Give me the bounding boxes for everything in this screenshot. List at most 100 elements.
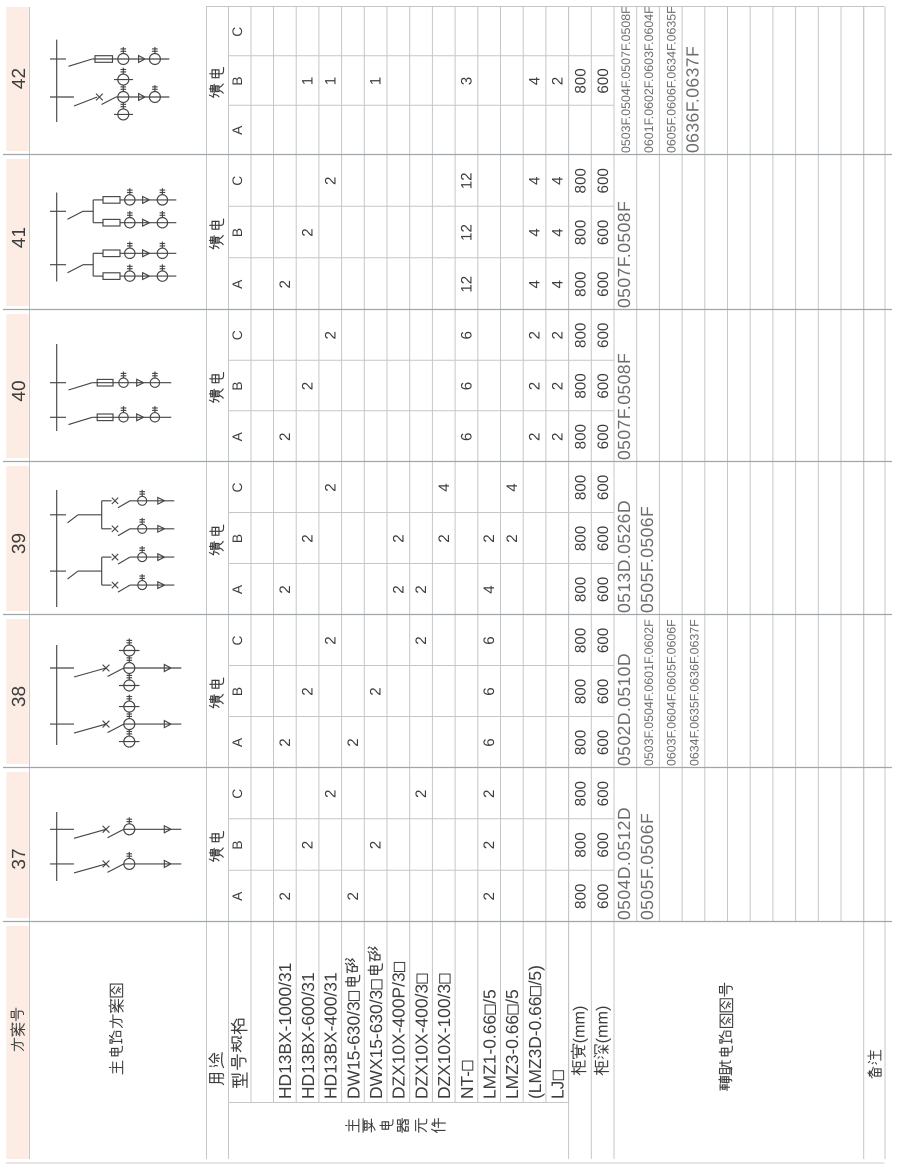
svg-text:800: 800 — [572, 475, 589, 500]
svg-text:2: 2 — [300, 687, 317, 695]
svg-text:2: 2 — [390, 534, 407, 542]
svg-text:40: 40 — [9, 380, 30, 401]
svg-text:C: C — [230, 789, 245, 799]
svg-text:2: 2 — [345, 738, 362, 746]
svg-text:A: A — [230, 279, 245, 289]
svg-text:600: 600 — [595, 730, 612, 755]
svg-text:4: 4 — [527, 77, 544, 85]
svg-text:0605F.0606F.0634F.0635F: 0605F.0606F.0634F.0635F — [665, 6, 679, 153]
svg-text:0505F.0506F: 0505F.0506F — [637, 506, 657, 613]
svg-text:600: 600 — [595, 272, 612, 297]
svg-text:4: 4 — [527, 228, 544, 236]
svg-text:(LMZ3D-0.66: (LMZ3D-0.66 — [525, 997, 545, 1099]
svg-text:800: 800 — [572, 730, 589, 755]
svg-text:2: 2 — [300, 228, 317, 236]
svg-text:600: 600 — [595, 220, 612, 245]
svg-text:0505F.0506F: 0505F.0506F — [637, 813, 657, 920]
svg-text:600: 600 — [595, 577, 612, 602]
svg-text:2: 2 — [481, 534, 498, 542]
svg-text:C: C — [230, 635, 245, 645]
svg-text:B: B — [230, 381, 245, 390]
svg-text:4: 4 — [436, 483, 453, 491]
svg-text:6: 6 — [459, 331, 476, 339]
svg-text:600: 600 — [595, 526, 612, 551]
svg-text:2: 2 — [527, 331, 544, 339]
svg-text:2: 2 — [527, 382, 544, 390]
svg-text:0507F.0508F: 0507F.0508F — [614, 353, 634, 460]
svg-text:600: 600 — [595, 475, 612, 500]
svg-text:4: 4 — [527, 177, 544, 185]
svg-text:12: 12 — [459, 224, 476, 241]
svg-text:0507F.0508F: 0507F.0508F — [614, 201, 634, 308]
svg-text:2: 2 — [549, 77, 566, 85]
svg-text:0503F.0504F.0507F.0508F: 0503F.0504F.0507F.0508F — [619, 6, 633, 153]
svg-text:2: 2 — [368, 841, 385, 849]
svg-text:4: 4 — [504, 483, 521, 491]
svg-text:DZX10X-400/3: DZX10X-400/3 — [411, 984, 431, 1099]
svg-text:0601F.0602F.0603F.0604F: 0601F.0602F.0603F.0604F — [642, 6, 656, 153]
svg-text:2: 2 — [549, 382, 566, 390]
svg-text:LMZ1-0.66: LMZ1-0.66 — [480, 1015, 500, 1099]
svg-text:600: 600 — [595, 323, 612, 348]
svg-text:600: 600 — [595, 781, 612, 806]
svg-text:2: 2 — [413, 789, 430, 797]
svg-text:800: 800 — [572, 577, 589, 602]
svg-text:800: 800 — [572, 220, 589, 245]
svg-text:2: 2 — [481, 841, 498, 849]
svg-text:2: 2 — [322, 177, 339, 185]
svg-text:42: 42 — [9, 68, 30, 89]
svg-text:600: 600 — [595, 884, 612, 909]
svg-text:2: 2 — [390, 585, 407, 593]
svg-text:2: 2 — [345, 892, 362, 900]
svg-text:2: 2 — [527, 432, 544, 440]
svg-text:3: 3 — [459, 77, 476, 85]
svg-text:2: 2 — [413, 585, 430, 593]
svg-text:/5: /5 — [480, 989, 500, 1004]
svg-text:HD13BX-600/31: HD13BX-600/31 — [298, 972, 318, 1099]
svg-text:B: B — [230, 687, 245, 696]
svg-text:1: 1 — [322, 77, 339, 85]
svg-text:C: C — [230, 330, 245, 340]
svg-text:2: 2 — [322, 483, 339, 491]
svg-text:800: 800 — [572, 884, 589, 909]
svg-text:2: 2 — [322, 331, 339, 339]
svg-text:6: 6 — [459, 432, 476, 440]
svg-text:0634F.0635F.0636F.0637F: 0634F.0635F.0636F.0637F — [687, 619, 701, 766]
svg-text:A: A — [230, 584, 245, 594]
svg-text:B: B — [230, 534, 245, 543]
svg-text:/5): /5) — [525, 965, 545, 985]
svg-text:4: 4 — [549, 177, 566, 185]
svg-text:600: 600 — [595, 679, 612, 704]
svg-text:600: 600 — [595, 424, 612, 449]
svg-text:2: 2 — [504, 534, 521, 542]
svg-text:(mm): (mm) — [593, 1006, 611, 1044]
svg-text:800: 800 — [572, 68, 589, 93]
svg-text:800: 800 — [572, 323, 589, 348]
svg-text:B: B — [230, 840, 245, 849]
svg-text:37: 37 — [9, 848, 30, 869]
svg-text:(mm): (mm) — [571, 1006, 589, 1044]
svg-text:600: 600 — [595, 832, 612, 857]
svg-text:600: 600 — [595, 628, 612, 653]
svg-text:600: 600 — [595, 373, 612, 398]
svg-text:2: 2 — [300, 534, 317, 542]
svg-text:2: 2 — [436, 534, 453, 542]
svg-text:A: A — [230, 431, 245, 441]
svg-text:800: 800 — [572, 526, 589, 551]
svg-text:800: 800 — [572, 679, 589, 704]
svg-text:C: C — [230, 176, 245, 186]
svg-text:2: 2 — [481, 789, 498, 797]
svg-text:B: B — [230, 228, 245, 237]
svg-text:0513D.0526D: 0513D.0526D — [614, 500, 634, 613]
svg-text:/5: /5 — [502, 989, 522, 1004]
svg-text:2: 2 — [322, 636, 339, 644]
svg-text:LJ: LJ — [548, 1081, 568, 1099]
svg-text:2: 2 — [549, 331, 566, 339]
svg-text:C: C — [230, 27, 245, 37]
svg-text:12: 12 — [459, 276, 476, 293]
svg-text:4: 4 — [527, 280, 544, 288]
svg-text:B: B — [230, 76, 245, 85]
svg-text:0503F.0504F.0601F.0602F: 0503F.0504F.0601F.0602F — [642, 619, 656, 766]
svg-text:1: 1 — [300, 77, 317, 85]
svg-text:600: 600 — [595, 68, 612, 93]
